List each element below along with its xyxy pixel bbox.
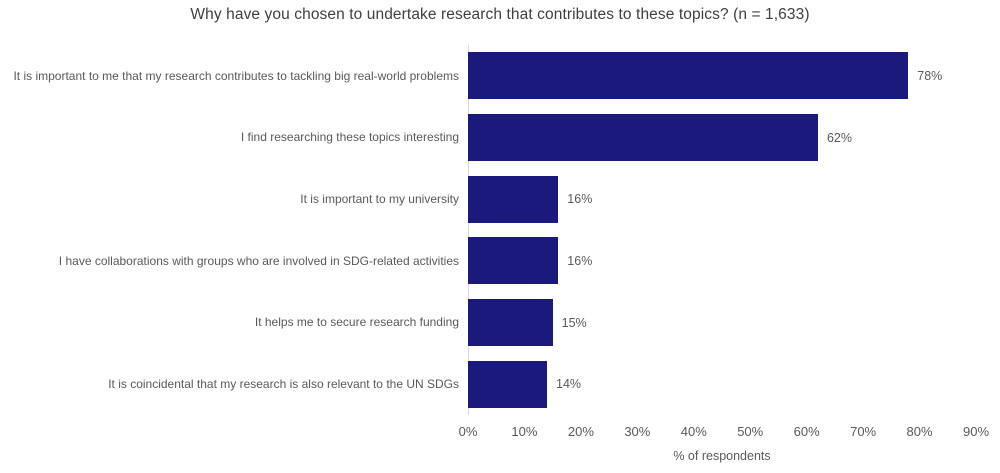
bar-row: It is important to my university 16% [0,168,1000,230]
category-label: I have collaborations with groups who ar… [0,252,468,271]
bar-area: 15% [468,292,976,354]
x-axis-ticks: 0% 10% 20% 30% 40% 50% 60% 70% 80% 90% [459,424,989,440]
x-tick-label: 80% [906,424,933,439]
category-label: It is important to my university [0,190,468,209]
bar-row: It is important to me that my research c… [0,45,1000,107]
category-label: I find researching these topics interest… [0,128,468,147]
category-label-text: I find researching these topics interest… [240,130,459,145]
x-tick-label: 0% [458,424,478,439]
bar-row: I have collaborations with groups who ar… [0,230,1000,292]
x-tick-label: 10% [511,424,538,439]
bar [468,237,559,285]
x-tick-label: 90% [962,424,990,439]
category-label-text: It is important to me that my research c… [13,68,459,83]
bar-rows: It is important to me that my research c… [0,45,1000,415]
bar-area: 16% [468,168,976,230]
y-axis-line [468,45,469,415]
bar-value-label: 16% [567,253,593,268]
category-label: It is important to me that my research c… [0,67,468,86]
bar [468,52,909,100]
category-label-text: It is important to my university [300,191,459,206]
bar [468,299,553,347]
bar-value-label: 62% [826,130,852,145]
bar-row: I find researching these topics interest… [0,107,1000,169]
bar-row: It helps me to secure research funding 15… [0,292,1000,354]
bar-area: 16% [468,230,976,292]
x-tick-label: 30% [624,424,651,439]
bar-value-label: 16% [567,192,593,207]
category-label: It helps me to secure research funding [0,313,468,332]
category-label-text: It is coincidental that my research is a… [108,376,459,391]
chart-title: Why have you chosen to undertake researc… [190,6,810,23]
category-label-text: I have collaborations with groups who ar… [58,253,459,268]
x-tick-label: 20% [567,424,594,439]
bar-row: It is coincidental that my research is a… [0,353,1000,415]
bar-area: 78% [468,45,976,107]
x-tick-label: 50% [737,424,764,439]
x-tick-label: 40% [680,424,707,439]
x-axis-title: % of respondents [673,449,771,463]
x-tick-label: 60% [793,424,820,439]
category-label-text: It helps me to secure research funding [254,315,459,330]
x-tick-label: 70% [850,424,877,439]
bar [468,360,548,408]
bar-area: 14% [468,353,976,415]
category-label: It is coincidental that my research is a… [0,375,468,394]
bar-value-label: 15% [561,315,587,330]
bar-value-label: 78% [917,68,943,83]
bar [468,175,559,223]
bar-area: 62% [468,107,976,169]
bar [468,114,818,161]
bar-value-label: 14% [556,377,582,392]
